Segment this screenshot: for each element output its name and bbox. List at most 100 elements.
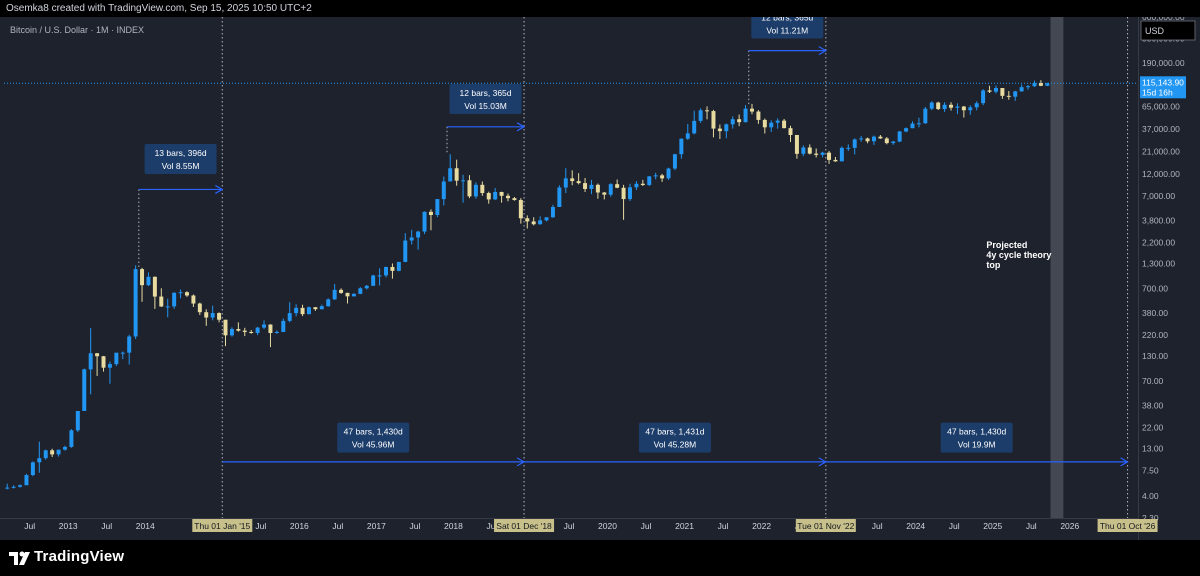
candle-body (11, 486, 16, 488)
candle (390, 263, 395, 279)
measure-range[interactable]: 47 bars, 1,430d Vol 45.96M (222, 422, 526, 467)
candle (319, 304, 324, 310)
candle-body (634, 183, 639, 188)
projection-annotation-line: top (986, 260, 1000, 270)
candle (801, 145, 806, 157)
candle-body (107, 364, 112, 368)
candle (461, 174, 466, 203)
candle-body (942, 104, 947, 110)
candle (255, 326, 260, 336)
candle-body (454, 168, 459, 181)
candle-body (987, 90, 992, 92)
time-tick-label: Jul (1026, 521, 1037, 531)
currency-box[interactable]: USD (1140, 20, 1196, 41)
candle-body (210, 313, 215, 318)
candle-body (313, 307, 318, 310)
candle-body (538, 220, 543, 225)
candle-body (672, 154, 677, 169)
candle (441, 176, 446, 206)
candle (178, 289, 183, 299)
candle-body (50, 450, 55, 455)
candle-body (904, 128, 909, 132)
candle (705, 106, 710, 120)
candle-body (127, 336, 132, 353)
candle-body (217, 313, 222, 320)
candle-body (827, 152, 832, 160)
tradingview-logo-icon[interactable] (8, 547, 32, 569)
candle-body (692, 120, 697, 134)
measure-range[interactable]: 12 bars, 365d Vol 11.21M (748, 17, 828, 56)
candle-body (518, 200, 523, 219)
measure-range[interactable]: 47 bars, 1,431d Vol 45.28M (524, 422, 828, 467)
candle (550, 204, 555, 218)
candle (929, 101, 934, 111)
candle-body (101, 356, 106, 368)
candle (531, 217, 536, 226)
candle (634, 181, 639, 190)
candle-body (1013, 91, 1018, 97)
candle-body (364, 285, 369, 289)
time-tick-label: 2026 (1060, 521, 1079, 531)
candle (416, 230, 421, 250)
currency-box-frame (1140, 20, 1196, 41)
candle (859, 136, 864, 142)
candle-body (794, 134, 799, 154)
candle (448, 154, 453, 182)
candle (82, 368, 87, 412)
price-tick-label: 37,000.00 (1142, 124, 1180, 134)
candle-body (326, 299, 331, 307)
candle (120, 351, 125, 360)
candle-body (583, 183, 588, 189)
candle-body (801, 147, 806, 154)
candle (37, 441, 42, 473)
candle (865, 137, 870, 144)
candle-body (461, 180, 466, 182)
price-tick-label: 220.00 (1142, 330, 1168, 340)
candle-body (615, 184, 620, 188)
arrow-head-icon (516, 122, 526, 132)
candle (525, 215, 530, 229)
price-tick-label: 700.00 (1142, 283, 1168, 293)
candlestick-chart[interactable]: 13 bars, 396d Vol 8.55M 12 bars, 365d Vol 1… (0, 17, 1200, 540)
candle (396, 261, 401, 272)
price-tick-label: 38.00 (1142, 400, 1164, 410)
candle-body (133, 269, 138, 337)
candle (647, 176, 652, 186)
candle-body (467, 180, 472, 197)
candle (69, 429, 74, 448)
candle-body (69, 430, 74, 447)
candle-body (493, 191, 498, 200)
candle-body (916, 123, 921, 125)
chart-title: Bitcoin / U.S. Dollar · 1M · INDEX (10, 25, 144, 35)
candle (897, 130, 902, 143)
candle-body (24, 475, 29, 486)
measure-range[interactable]: 47 bars, 1,430d Vol 19.9M (825, 422, 1129, 467)
candle-body (756, 111, 761, 120)
measure-range[interactable]: 12 bars, 365d Vol 15.03M (447, 83, 526, 132)
candle-body (923, 108, 928, 124)
measure-volume-label: Vol 15.03M (464, 101, 507, 111)
candle (43, 449, 48, 460)
candle (820, 151, 825, 158)
candle (223, 319, 228, 347)
candle (794, 134, 799, 159)
candle-body (621, 187, 626, 200)
date-marker-label: Thu 01 Jan '15 (194, 521, 250, 531)
candle (351, 293, 356, 297)
date-marker-box (494, 519, 555, 532)
candle (961, 105, 966, 118)
measure-bars-label: 47 bars, 1,430d (344, 427, 403, 437)
candle (339, 288, 344, 294)
price-tick-label: 70.00 (1142, 376, 1164, 386)
candle (152, 276, 157, 309)
measure-range[interactable]: 13 bars, 396d Vol 8.55M (138, 143, 224, 194)
candle-body (18, 485, 23, 487)
candle-body (1038, 83, 1043, 86)
measure-bars-label: 47 bars, 1,431d (645, 427, 704, 437)
candle (345, 292, 350, 304)
candle-body (396, 261, 401, 271)
candle (184, 291, 189, 297)
candle (306, 306, 311, 315)
candle-body (570, 178, 575, 182)
candle (24, 473, 29, 486)
